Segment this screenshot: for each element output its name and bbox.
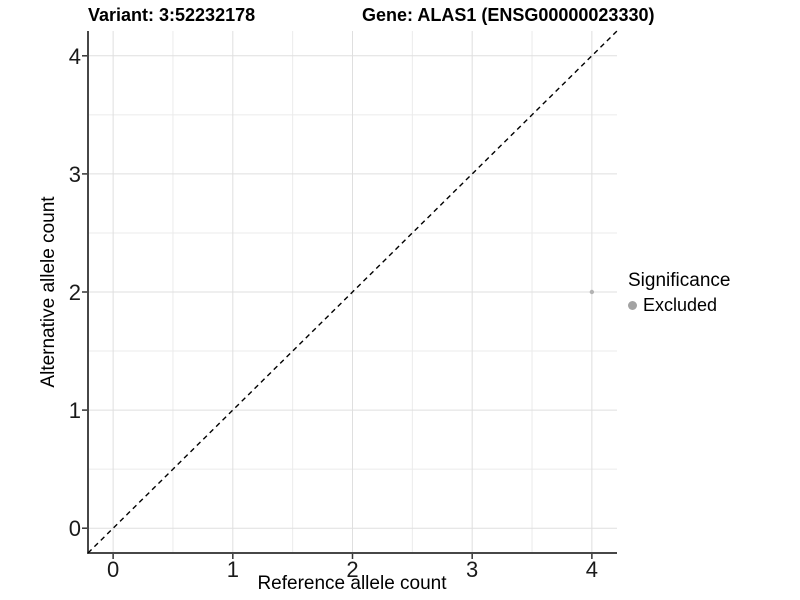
data-point [589,289,595,295]
y-tick-labels: 0 1 2 3 4 [69,44,81,541]
identity-dashed-line [87,30,618,554]
x-axis-title: Reference allele count [257,573,447,594]
y-axis-title: Alternative allele count [38,196,59,388]
y-tick-label: 4 [69,44,81,69]
y-tick-label: 3 [69,162,81,187]
x-tick-labels: 0 1 2 3 4 [107,557,598,582]
x-tick-label: 4 [586,557,598,582]
legend-title: Significance [628,270,731,291]
gridlines-major [88,31,617,553]
x-tick-label: 0 [107,557,119,582]
legend-entry-excluded: Excluded [628,295,730,316]
y-tick-label: 0 [69,516,81,541]
axis-tick-marks [82,55,593,559]
gene-title: Gene: ALAS1 (ENSG00000023330) [362,5,655,25]
x-tick-label: 3 [466,557,478,582]
y-tick-label: 2 [69,280,81,305]
legend-entry-label: Excluded [643,295,718,315]
legend-key-dot-icon [628,301,637,310]
data-points [589,289,595,295]
legend: Significance Excluded [628,270,730,316]
y-tick-label: 1 [69,398,81,423]
x-tick-label: 2 [346,557,358,582]
x-tick-label: 1 [227,557,239,582]
axis-lines [87,31,617,554]
variant-title: Variant: 3:52232178 [88,5,256,25]
